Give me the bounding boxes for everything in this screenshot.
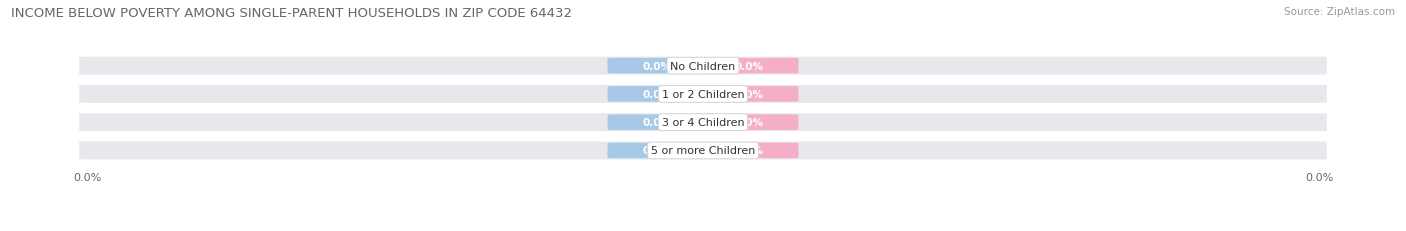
Text: 0.0%: 0.0% xyxy=(735,118,763,128)
Text: 0.0%: 0.0% xyxy=(735,146,763,156)
Text: 5 or more Children: 5 or more Children xyxy=(651,146,755,156)
Text: Source: ZipAtlas.com: Source: ZipAtlas.com xyxy=(1284,7,1395,17)
FancyBboxPatch shape xyxy=(607,143,706,158)
Text: 3 or 4 Children: 3 or 4 Children xyxy=(662,118,744,128)
FancyBboxPatch shape xyxy=(77,112,1329,133)
FancyBboxPatch shape xyxy=(700,87,799,102)
Text: INCOME BELOW POVERTY AMONG SINGLE-PARENT HOUSEHOLDS IN ZIP CODE 64432: INCOME BELOW POVERTY AMONG SINGLE-PARENT… xyxy=(11,7,572,20)
Text: 0.0%: 0.0% xyxy=(643,61,671,71)
Text: No Children: No Children xyxy=(671,61,735,71)
Text: 0.0%: 0.0% xyxy=(643,89,671,100)
FancyBboxPatch shape xyxy=(607,115,706,131)
Text: 1 or 2 Children: 1 or 2 Children xyxy=(662,89,744,100)
Text: 0.0%: 0.0% xyxy=(643,118,671,128)
FancyBboxPatch shape xyxy=(700,59,799,74)
FancyBboxPatch shape xyxy=(77,84,1329,105)
Text: 0.0%: 0.0% xyxy=(735,61,763,71)
FancyBboxPatch shape xyxy=(607,59,706,74)
FancyBboxPatch shape xyxy=(700,115,799,131)
FancyBboxPatch shape xyxy=(607,87,706,102)
FancyBboxPatch shape xyxy=(700,143,799,158)
Text: 0.0%: 0.0% xyxy=(643,146,671,156)
FancyBboxPatch shape xyxy=(77,56,1329,77)
Text: 0.0%: 0.0% xyxy=(735,89,763,100)
FancyBboxPatch shape xyxy=(77,140,1329,161)
